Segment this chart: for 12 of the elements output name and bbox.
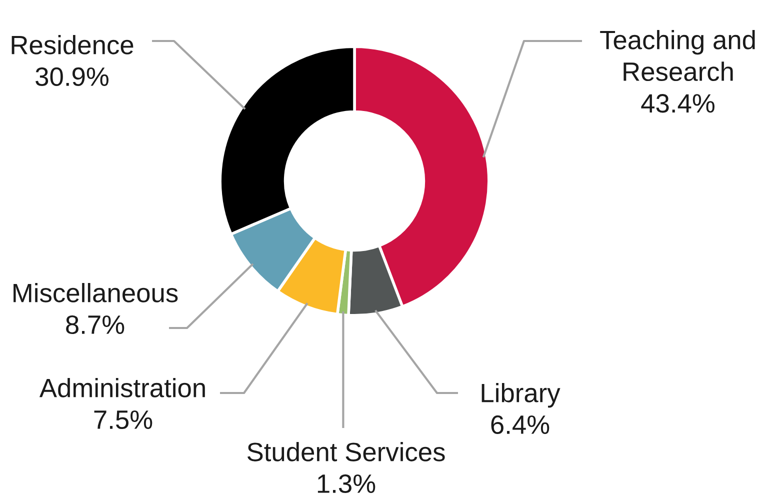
slice-label: Residence <box>12 35 134 54</box>
data-label: 6.4% <box>491 415 550 434</box>
data-label: 7.5% <box>94 410 152 430</box>
slice-label: Teaching and Research <box>600 30 755 82</box>
slice-label: Administration <box>39 378 205 398</box>
data-label: 8.7% <box>66 315 124 334</box>
data-label: 1.3% <box>318 474 376 494</box>
slice-label: Library <box>482 383 560 408</box>
data-label: 43.4% <box>641 94 714 113</box>
slice-label: Student Services <box>247 442 445 462</box>
slice-label: Miscellaneous <box>14 283 178 302</box>
data-label: 30.9% <box>36 67 108 86</box>
